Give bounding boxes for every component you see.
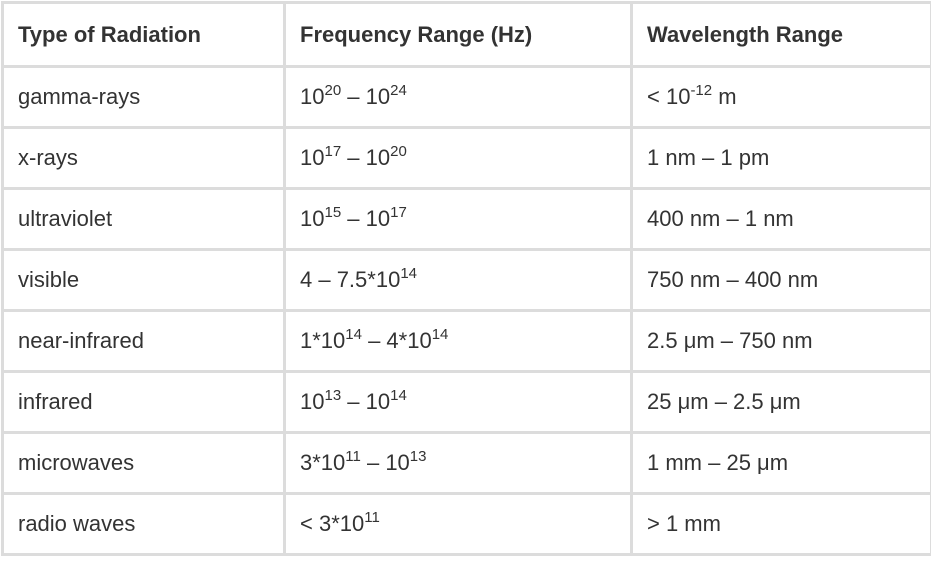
superscript: 17 — [390, 204, 407, 221]
superscript: 20 — [390, 143, 407, 160]
table-row: radio waves< 3*1011> 1 mm — [3, 494, 931, 555]
table-cell: 4 – 7.5*1014 — [285, 250, 632, 311]
table-cell: 25 μm – 2.5 μm — [632, 372, 931, 433]
superscript: 13 — [324, 387, 341, 404]
table-cell: 1 nm – 1 pm — [632, 128, 931, 189]
text-run: – 10 — [341, 389, 390, 414]
superscript: 13 — [410, 448, 427, 465]
table-cell: 1017 – 1020 — [285, 128, 632, 189]
superscript: 15 — [324, 204, 341, 221]
table-cell: 1 mm – 25 μm — [632, 433, 931, 494]
text-run: – 4*10 — [362, 328, 432, 353]
superscript: 14 — [432, 326, 449, 343]
superscript: 14 — [345, 326, 362, 343]
text-run: 10 — [300, 206, 324, 231]
text-run: 10 — [300, 145, 324, 170]
superscript: 11 — [364, 509, 380, 526]
table-cell: 400 nm – 1 nm — [632, 189, 931, 250]
table-cell: microwaves — [3, 433, 285, 494]
table-cell: x-rays — [3, 128, 285, 189]
superscript: 17 — [324, 143, 341, 160]
table-cell: < 10-12 m — [632, 67, 931, 128]
superscript: -12 — [690, 82, 712, 99]
text-run: < 3*10 — [300, 511, 364, 536]
text-run: – 10 — [341, 206, 390, 231]
header-cell: Type of Radiation — [3, 3, 285, 67]
table-cell: 1020 – 1024 — [285, 67, 632, 128]
text-run: 1*10 — [300, 328, 345, 353]
header-cell: Frequency Range (Hz) — [285, 3, 632, 67]
header-cell: Wavelength Range — [632, 3, 931, 67]
table-cell: 750 nm – 400 nm — [632, 250, 931, 311]
text-run: – 10 — [361, 450, 410, 475]
table-cell: 1013 – 1014 — [285, 372, 632, 433]
text-run: m — [712, 84, 736, 109]
text-run: < 10 — [647, 84, 690, 109]
table-cell: visible — [3, 250, 285, 311]
table-cell: 3*1011 – 1013 — [285, 433, 632, 494]
text-run: 3*10 — [300, 450, 345, 475]
superscript: 14 — [390, 387, 407, 404]
text-run: – 10 — [341, 84, 390, 109]
text-run: 4 – 7.5*10 — [300, 267, 400, 292]
table-cell: radio waves — [3, 494, 285, 555]
table-cell: 1015 – 1017 — [285, 189, 632, 250]
table-cell: > 1 mm — [632, 494, 931, 555]
table-cell: < 3*1011 — [285, 494, 632, 555]
superscript: 11 — [345, 448, 361, 465]
table-cell: ultraviolet — [3, 189, 285, 250]
text-run: 10 — [300, 389, 324, 414]
table-cell: infrared — [3, 372, 285, 433]
superscript: 14 — [400, 265, 417, 282]
superscript: 24 — [390, 82, 407, 99]
table-cell: 1*1014 – 4*1014 — [285, 311, 632, 372]
table-cell: gamma-rays — [3, 67, 285, 128]
text-run: – 10 — [341, 145, 390, 170]
superscript: 20 — [324, 82, 341, 99]
table-cell: 2.5 μm – 750 nm — [632, 311, 931, 372]
text-run: 10 — [300, 84, 324, 109]
table-cell: near-infrared — [3, 311, 285, 372]
